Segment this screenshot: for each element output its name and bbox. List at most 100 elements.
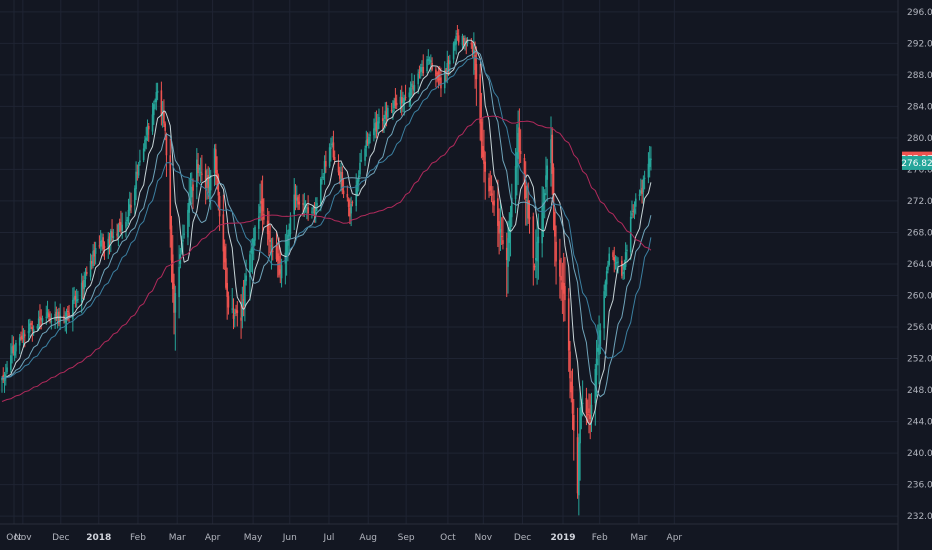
candle-up (134, 185, 136, 216)
candle-down (572, 398, 575, 461)
candle-up (27, 319, 30, 342)
candle-up (316, 197, 318, 212)
candle-up (599, 323, 602, 355)
candle-up (409, 81, 412, 107)
candle-down (276, 242, 279, 278)
candle-up (604, 279, 607, 299)
candle-down (418, 65, 421, 79)
y-tick-label: 284.00 (907, 102, 932, 112)
candle-up (259, 183, 261, 222)
candle-up (89, 253, 92, 281)
x-tick-label: Apr (667, 533, 683, 543)
candle-up (121, 212, 123, 239)
candle-up (642, 175, 645, 205)
candle-up (94, 241, 97, 265)
candle-up (11, 334, 13, 364)
candle-up (139, 149, 141, 166)
candle-down (612, 250, 614, 261)
candle-up (99, 230, 102, 254)
x-tick-label: Jun (282, 533, 297, 543)
candle-down (481, 118, 484, 161)
candle-up (634, 193, 637, 215)
candle-up (137, 161, 140, 179)
candle-down (589, 393, 592, 440)
candle-down (223, 239, 226, 270)
candle-down (533, 263, 536, 271)
candle-up (633, 201, 636, 220)
candle-down (570, 370, 573, 403)
candle-down (68, 304, 70, 323)
candle-down (381, 106, 384, 133)
candle-down (170, 215, 173, 283)
candle-down (576, 407, 579, 499)
candle-up (206, 168, 208, 200)
y-tick-label: 256.00 (907, 323, 932, 333)
candle-up (364, 145, 366, 166)
candle-up (374, 112, 376, 139)
candle-up (430, 54, 432, 73)
candle-down (351, 200, 354, 207)
candle-down (261, 175, 264, 235)
candle-up (146, 119, 149, 142)
y-tick-label: 296.00 (907, 8, 932, 18)
candle-down (484, 151, 487, 200)
moving-averages (1, 39, 652, 425)
candle-up (77, 290, 79, 304)
candle-down (395, 94, 398, 110)
candle-down (111, 219, 113, 243)
candle-up (359, 152, 361, 178)
candle-up (427, 49, 430, 66)
candle-up (142, 143, 145, 163)
candle-up (383, 114, 385, 134)
candle-up (454, 38, 456, 51)
candle-down (500, 217, 503, 245)
y-tick-label: 252.00 (907, 355, 932, 365)
x-tick-label: Dec (52, 533, 69, 543)
candle-down (571, 368, 574, 430)
candle-down (39, 304, 41, 330)
candle-down (337, 154, 340, 176)
candle-up (46, 300, 49, 319)
candle-up (421, 60, 423, 77)
candle-up (403, 94, 406, 116)
x-tick-label: Nov (14, 533, 32, 543)
candle-down (201, 154, 203, 182)
candle-down (226, 267, 228, 320)
ma-10-line (1, 39, 652, 425)
x-tick-label: Mar (630, 533, 647, 543)
candle-down (218, 191, 221, 231)
candle-up (537, 213, 540, 280)
candle-down (560, 257, 562, 301)
candle-down (375, 110, 378, 139)
candle-down (435, 66, 437, 88)
candle-up (155, 82, 158, 111)
candle-down (447, 55, 450, 76)
candle-up (73, 286, 75, 304)
candle-up (614, 255, 617, 270)
candle-down (492, 186, 494, 213)
candle-up (284, 233, 287, 285)
candle-up (41, 315, 44, 325)
candle-up (80, 273, 83, 314)
candle-up (154, 98, 156, 110)
candle-down (555, 225, 557, 285)
candle-down (116, 223, 118, 241)
candle-up (526, 185, 528, 226)
candle-up (75, 288, 78, 308)
candle-down (562, 252, 565, 322)
candle-up (13, 344, 16, 362)
y-tick-label: 280.00 (907, 134, 932, 144)
candle-up (603, 284, 605, 341)
candle-down (269, 224, 271, 253)
candle-up (452, 41, 455, 64)
candle-up (233, 308, 236, 328)
candle-up (18, 333, 21, 354)
ma-20-line (1, 50, 652, 398)
candle-up (514, 148, 517, 214)
y-tick-label: 232.00 (907, 512, 932, 522)
candle-up (190, 172, 193, 205)
y-tick-label: 292.00 (907, 39, 932, 49)
candle-down (502, 214, 504, 250)
candle-up (650, 146, 652, 171)
